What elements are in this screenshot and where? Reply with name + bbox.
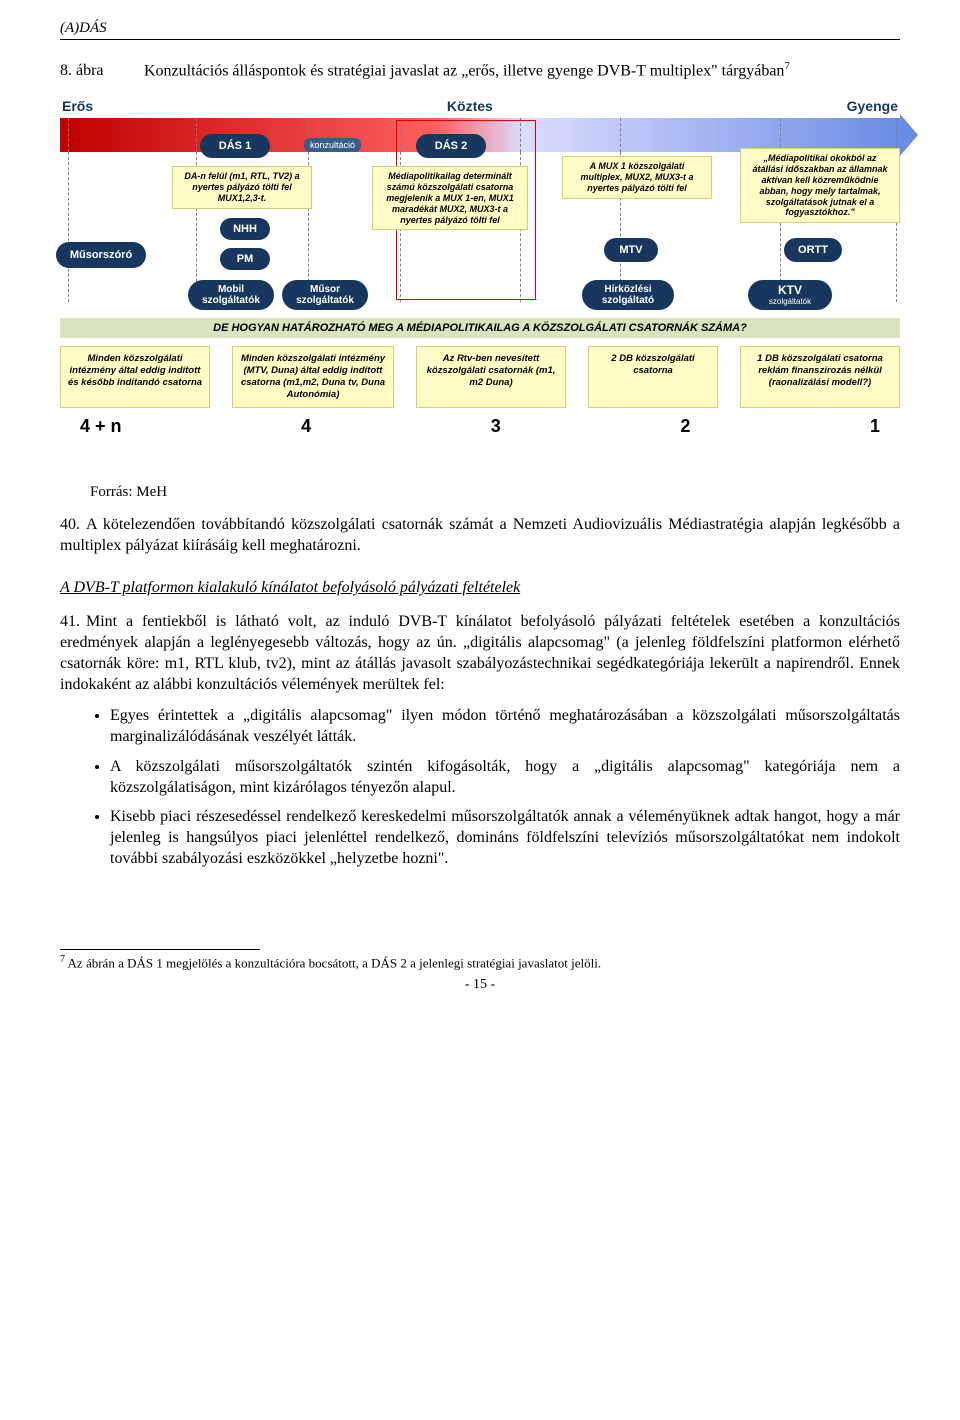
num-4: 2 [680, 416, 690, 437]
node-das2: DÁS 2 [416, 134, 486, 158]
footnote: 7 Az ábrán a DÁS 1 megjelölés a konzultá… [60, 954, 900, 971]
page-number: - 15 - [60, 977, 900, 993]
note-media: Médiapolitikailag determinált számú közs… [372, 166, 528, 230]
ktv-sub: szolgáltatók [769, 298, 811, 307]
node-ortt: ORTT [784, 238, 842, 262]
node-das1: DÁS 1 [200, 134, 270, 158]
label-konzultacio: konzultáció [304, 138, 361, 152]
num-5: 1 [870, 416, 880, 437]
diagram: Erős Köztes Gyenge Műsorszóró DÁS 1 konz… [60, 98, 900, 478]
figure-caption: 8. ábra Konzultációs álláspontok és stra… [60, 60, 900, 80]
node-hirkozlesi: Hírközlési szolgáltató [582, 280, 674, 310]
num-1: 4 + n [80, 416, 122, 437]
footnote-text: Az ábrán a DÁS 1 megjelölés a konzultáci… [68, 955, 602, 970]
node-ktv: KTV szolgáltatók [748, 280, 832, 310]
footnote-separator [60, 949, 260, 950]
figure-caption-text: Konzultációs álláspontok és stratégiai j… [144, 62, 784, 79]
option-4: 2 DB közszolgálati csatorna [588, 346, 718, 408]
ktv-label: KTV [778, 284, 802, 297]
node-nhh: NHH [220, 218, 270, 240]
figure-label: 8. ábra [60, 62, 140, 80]
node-mobil: Mobil szolgáltatók [188, 280, 274, 310]
question-bar: DE HOGYAN HATÁROZHATÓ MEG A MÉDIAPOLITIK… [60, 318, 900, 338]
option-5: 1 DB közszolgálati csatorna reklám finan… [740, 346, 900, 408]
figure-caption-sup: 7 [784, 60, 790, 72]
option-1: Minden közszolgálati intézmény által edd… [60, 346, 210, 408]
para40-text: A kötelezendően továbbítandó közszolgála… [60, 516, 900, 554]
section-heading: A DVB-T platformon kialakuló kínálatot b… [60, 579, 900, 597]
bullet-1: Egyes érintettek a „digitális alapcsomag… [110, 705, 900, 747]
bullet-3: Kisebb piaci részesedéssel rendelkező ke… [110, 806, 900, 869]
node-musorszoro: Műsorszóró [56, 242, 146, 268]
num-2: 4 [301, 416, 311, 437]
scale-row: Erős Köztes Gyenge [60, 98, 900, 114]
paragraph-40: 40.A kötelezendően továbbítandó közszolg… [60, 515, 900, 557]
options-row: Minden közszolgálati intézmény által edd… [60, 346, 900, 408]
scale-mid: Köztes [447, 98, 493, 114]
note-amux: A MUX 1 közszolgálati multiplex, MUX2, M… [562, 156, 712, 198]
scale-left: Erős [62, 98, 93, 114]
node-pm: PM [220, 248, 270, 270]
node-mtv: MTV [604, 238, 658, 262]
option-2: Minden közszolgálati intézmény (MTV, Dun… [232, 346, 394, 408]
num-3: 3 [491, 416, 501, 437]
node-musor: Műsor szolgáltatók [282, 280, 368, 310]
para41-text: Mint a fentiekből is látható volt, az in… [60, 613, 900, 693]
para40-num: 40. [60, 515, 86, 536]
note-da: DA-n felül (m1, RTL, TV2) a nyertes pály… [172, 166, 312, 208]
para41-num: 41. [60, 611, 86, 632]
option-3: Az Rtv-ben nevesített közszolgálati csat… [416, 346, 566, 408]
note-okok: „Médiapolitikai okokból az átállási idős… [740, 148, 900, 223]
footnote-num: 7 [60, 954, 65, 965]
bullet-list: Egyes érintettek a „digitális alapcsomag… [110, 705, 900, 869]
paragraph-41: 41.Mint a fentiekből is látható volt, az… [60, 611, 900, 695]
numbers-row: 4 + n 4 3 2 1 [60, 416, 900, 437]
figure-source: Forrás: MeH [90, 484, 900, 501]
scale-right: Gyenge [847, 98, 898, 114]
page-header: (A)DÁS [60, 20, 900, 40]
bullet-2: A közszolgálati műsorszolgáltatók szinté… [110, 756, 900, 798]
